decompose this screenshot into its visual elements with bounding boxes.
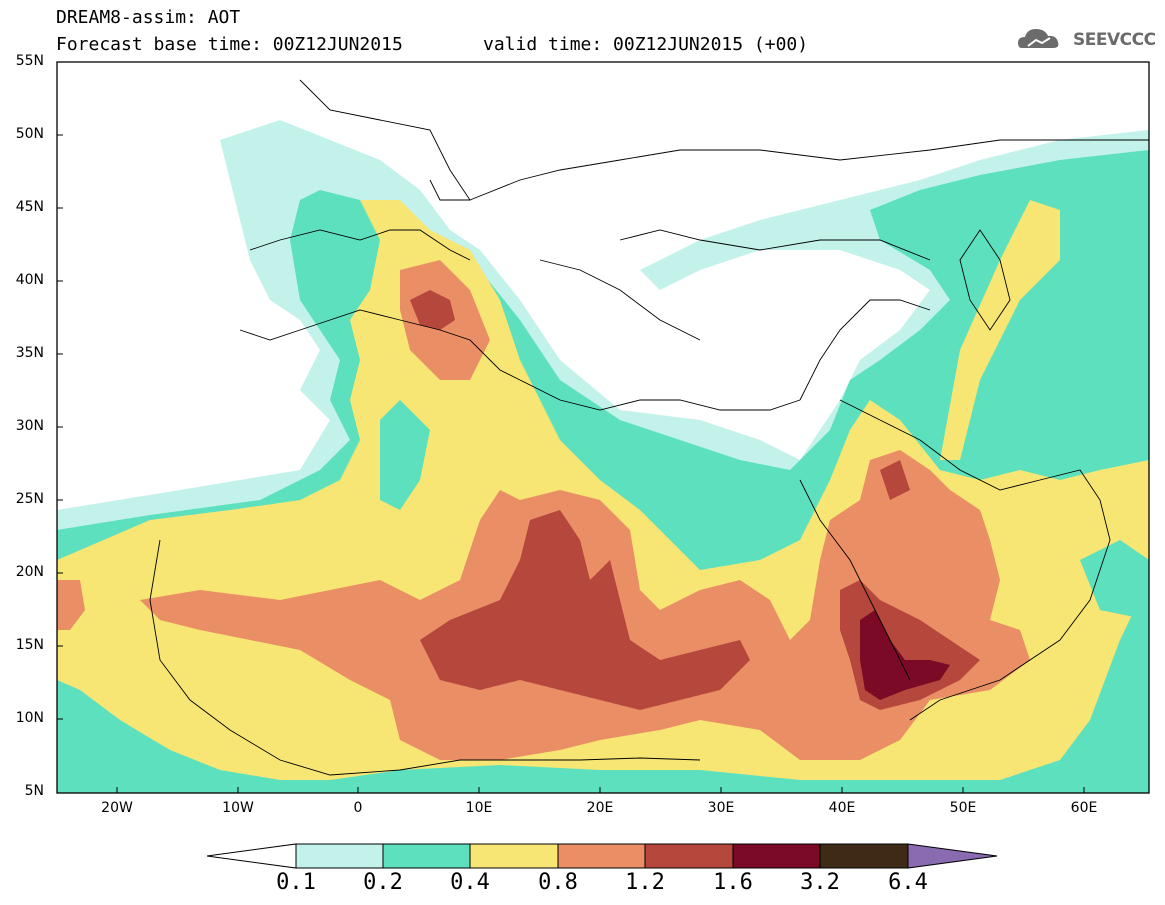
lat-label: 25N	[15, 491, 44, 507]
colorbar-high-arrow	[907, 843, 998, 869]
lat-label: 40N	[15, 272, 44, 288]
lat-label: 45N	[15, 199, 44, 215]
colorbar-label: 0.2	[363, 870, 403, 895]
colorbar-label: 0.4	[450, 870, 490, 895]
lon-label: 20E	[586, 800, 614, 816]
valid-time: valid time: 00Z12JUN2015 (+00)	[483, 34, 809, 55]
aot-field	[57, 120, 1149, 793]
lon-label: 50E	[949, 800, 977, 816]
lon-label: 10W	[222, 800, 254, 816]
lon-label: 0	[353, 800, 363, 816]
lat-label: 20N	[15, 564, 44, 580]
colorbar-low-arrow	[206, 843, 297, 869]
lat-label: 10N	[15, 710, 44, 726]
lat-label: 35N	[15, 345, 44, 361]
colorbar-label: 1.6	[713, 870, 753, 895]
lon-label: 20W	[101, 800, 133, 816]
chart-title: DREAM8-assim: AOT	[56, 7, 241, 28]
lat-label: 50N	[15, 126, 44, 142]
colorbar-label: 1.2	[625, 870, 665, 895]
coastlines	[149, 79, 1149, 776]
lon-label: 10E	[465, 800, 493, 816]
lat-label: 5N	[24, 783, 44, 799]
lat-label: 30N	[15, 418, 44, 434]
lat-label: 15N	[15, 637, 44, 653]
cloud-icon	[1018, 29, 1059, 48]
colorbar-label: 0.8	[538, 870, 578, 895]
lon-label: 40E	[828, 800, 856, 816]
colorbar-label: 6.4	[888, 870, 928, 895]
axis-ticks	[57, 61, 1085, 793]
lon-label: 60E	[1070, 800, 1098, 816]
lon-label: 30E	[707, 800, 735, 816]
lat-label: 55N	[15, 53, 44, 69]
logo-text: SEEVCCC	[1073, 30, 1156, 50]
colorbar	[206, 843, 998, 869]
colorbar-label: 3.2	[800, 870, 840, 895]
forecast-base-time: Forecast base time: 00Z12JUN2015	[56, 34, 403, 55]
colorbar-label: 0.1	[276, 870, 316, 895]
